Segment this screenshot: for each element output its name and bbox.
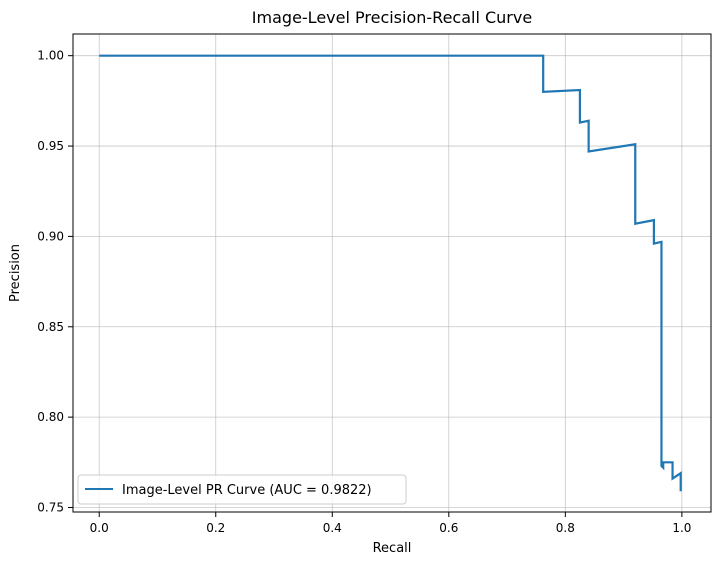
y-tick-label: 0.85 (37, 320, 64, 334)
pr-curve-line (99, 54, 682, 492)
y-tick-label: 1.00 (37, 49, 64, 63)
x-tick-label: 0.4 (323, 521, 342, 535)
axes-frame (72, 33, 712, 513)
ticks: 0.0 0.2 0.4 0.6 0.8 1.0 0.75 0.80 0.85 0.90 0.95 1.… (37, 49, 691, 535)
y-tick-label: 0.90 (37, 229, 64, 243)
y-tick-label: 0.95 (37, 139, 64, 153)
x-tick-label: 1.0 (672, 521, 691, 535)
x-tick-label: 0.6 (439, 521, 458, 535)
y-tick-label: 0.80 (37, 410, 64, 424)
y-tick-label: 0.75 (37, 500, 64, 514)
legend: Image-Level PR Curve (AUC = 0.9822) (77, 474, 407, 505)
legend-label: Image-Level PR Curve (AUC = 0.9822) (122, 483, 372, 498)
y-axis-label: Precision (8, 244, 23, 302)
x-tick-label: 0.8 (556, 521, 575, 535)
x-tick-label: 0.0 (90, 521, 109, 535)
legend-box (77, 474, 407, 505)
x-tick-label: 0.2 (206, 521, 225, 535)
gridlines (73, 34, 711, 512)
series-layer (99, 54, 682, 492)
x-axis-label: Recall (373, 541, 412, 556)
chart-title: Image-Level Precision-Recall Curve (252, 8, 532, 27)
